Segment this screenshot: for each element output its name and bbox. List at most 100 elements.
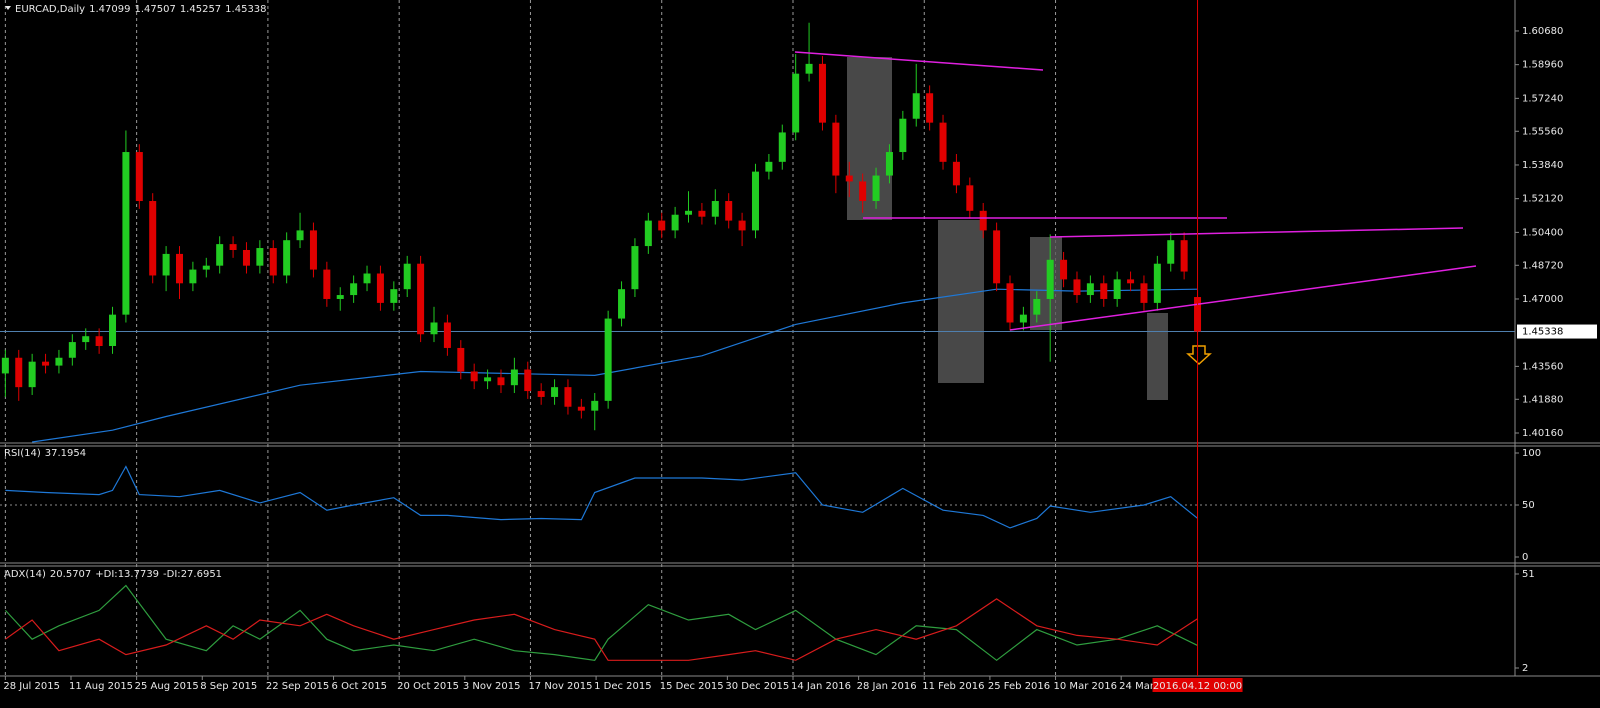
candle-body — [202, 265, 210, 270]
candle-body — [242, 249, 250, 266]
candle-body — [417, 263, 425, 335]
candle-body — [872, 175, 880, 202]
candle-body — [564, 387, 572, 407]
y-tick-label: 1.53840 — [1522, 160, 1563, 171]
trend-line — [1049, 227, 1464, 238]
x-tick-label: 8 Sep 2015 — [200, 681, 257, 692]
candle-body — [859, 181, 867, 202]
x-tick-label: 24 Mar 2016 — [1119, 681, 1182, 692]
x-tick-label: 11 Feb 2016 — [922, 681, 984, 692]
high-value: 1.47507 — [134, 4, 175, 15]
trend-line — [794, 51, 1044, 71]
adx-header: ADX(14) 20.5707 +DI:13.7739 -DI:27.6951 — [4, 569, 222, 580]
y-tick-label: 1.41880 — [1522, 394, 1563, 405]
shade-box — [938, 220, 984, 383]
candle-body — [457, 347, 465, 372]
grid — [0, 0, 1515, 676]
candle-body — [269, 248, 277, 276]
close-value: 1.45338 — [225, 4, 266, 15]
candle-body — [979, 210, 987, 231]
di-line — [5, 598, 1198, 661]
menu-triangle[interactable] — [5, 6, 11, 10]
candle-body — [497, 377, 505, 386]
sell-arrow — [1186, 345, 1212, 366]
y-tick-label: 1.52120 — [1522, 194, 1563, 205]
shade-box — [847, 57, 892, 220]
candle-body — [28, 361, 36, 388]
candle-body — [1006, 283, 1014, 323]
candle-body — [993, 230, 1001, 284]
candle-body — [577, 406, 585, 411]
candle-body — [390, 289, 398, 303]
y-tick-label: 2 — [1522, 663, 1528, 674]
y-tick-label: 100 — [1522, 448, 1541, 459]
x-tick-label: 10 Mar 2016 — [1054, 681, 1117, 692]
candle-body — [899, 118, 907, 153]
candle-body — [336, 295, 344, 299]
candle-body — [1180, 240, 1188, 272]
x-tick-label: 30 Dec 2015 — [725, 681, 789, 692]
x-tick-label: 3 Nov 2015 — [463, 681, 521, 692]
candle-body — [725, 201, 733, 221]
candle-body — [1127, 279, 1135, 284]
candle-body — [15, 357, 23, 388]
candle-body — [1033, 298, 1041, 315]
crosshair-label: 2016.04.12 00:00 — [1153, 681, 1242, 692]
di-line — [4, 584, 1198, 662]
plus-di-name: +DI: — [95, 569, 117, 580]
plus-di-value: 13.7739 — [118, 569, 159, 580]
symbol: EURCAD,Daily — [15, 4, 85, 15]
candle-body — [751, 171, 759, 231]
candle-body — [765, 161, 773, 172]
y-tick-label: 1.48720 — [1522, 260, 1563, 271]
candle-body — [470, 371, 478, 382]
candle-body — [484, 377, 492, 382]
y-tick-label: 50 — [1522, 500, 1535, 511]
candle-body — [966, 185, 974, 211]
open-value: 1.47099 — [89, 4, 130, 15]
x-tick-label: 6 Oct 2015 — [332, 681, 387, 692]
candle-body — [323, 269, 331, 299]
candle-body — [189, 269, 197, 284]
candle-body — [216, 244, 224, 266]
x-tick-label: 15 Dec 2015 — [660, 681, 724, 692]
price-label-box — [1517, 324, 1597, 339]
candle-body — [792, 73, 800, 133]
candle-body — [510, 369, 518, 386]
x-tick-label: 25 Feb 2016 — [988, 681, 1050, 692]
x-tick-label: 1 Dec 2015 — [594, 681, 652, 692]
candle-body — [430, 322, 438, 335]
candle-body — [82, 336, 90, 343]
candle-body — [926, 93, 934, 123]
candle-body — [1046, 259, 1054, 299]
candle-body — [604, 318, 612, 401]
candle-body — [443, 322, 451, 348]
candle-body — [95, 336, 103, 346]
y-tick-label: 1.40160 — [1522, 428, 1563, 439]
candle-body — [631, 246, 639, 290]
candle-body — [1019, 314, 1027, 323]
candle-body — [1, 357, 9, 374]
candle-body — [229, 244, 237, 250]
candle-body — [135, 152, 143, 202]
candle-body — [939, 122, 947, 162]
candle-body — [671, 214, 679, 231]
candle-body — [778, 132, 786, 162]
main-header: EURCAD,Daily 1.47099 1.47507 1.45257 1.45338 — [15, 4, 267, 15]
rsi-header: RSI(14) 37.1954 — [4, 448, 86, 459]
candle-body — [658, 220, 666, 231]
trend-lines — [794, 51, 1477, 366]
x-tick-label: 25 Aug 2015 — [135, 681, 199, 692]
candle-body — [1060, 259, 1068, 280]
candle-body — [952, 161, 960, 186]
candle-body — [524, 369, 532, 392]
shade-box — [1030, 237, 1062, 330]
candle-body — [537, 391, 545, 397]
candle-body — [363, 273, 371, 284]
candle-body — [149, 201, 157, 276]
candle-body — [711, 201, 719, 217]
frame — [0, 0, 1600, 677]
candle-body — [162, 253, 170, 276]
candle-body — [1113, 279, 1121, 299]
